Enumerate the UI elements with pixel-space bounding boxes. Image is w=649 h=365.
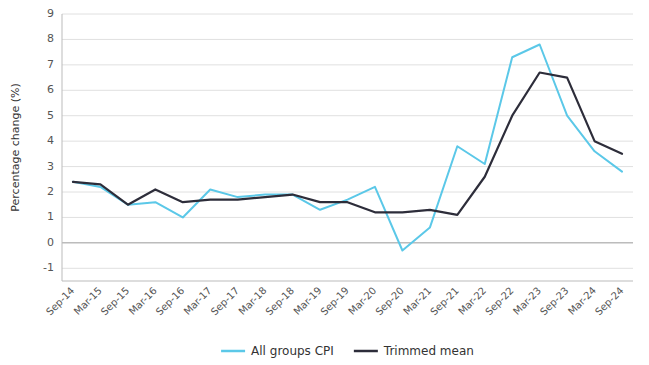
chart-container: -10123456789Sep-14Mar-15Sep-15Mar-16Sep-… [0, 0, 649, 365]
x-tick-label: Sep-16 [154, 285, 187, 318]
y-tick-label: 2 [47, 185, 54, 198]
x-tick-label: Mar-15 [72, 285, 104, 317]
x-tick-label: Sep-21 [428, 285, 461, 318]
y-tick-label: -1 [43, 261, 54, 274]
grid-line [62, 14, 633, 15]
grid-line [62, 268, 633, 269]
legend: All groups CPI Trimmed mean [221, 344, 474, 358]
grid-line [62, 115, 633, 116]
zero-line [62, 242, 633, 243]
plot-area [73, 45, 622, 251]
y-tick-label: 9 [47, 7, 54, 20]
legend-swatch [354, 350, 378, 353]
x-tick-label: Sep-20 [373, 285, 406, 318]
x-tick-label: Mar-17 [182, 285, 214, 317]
x-tick-label: Mar-21 [401, 285, 433, 317]
x-tick-label: Mar-24 [566, 285, 598, 317]
chart: -10123456789Sep-14Mar-15Sep-15Mar-16Sep-… [0, 0, 649, 365]
x-tick-label: Mar-18 [236, 285, 268, 317]
y-axis-label: Percentage change (%) [9, 83, 22, 211]
x-tick-label: Mar-23 [511, 285, 543, 317]
grid [62, 14, 633, 268]
y-tick-label: 4 [47, 134, 54, 147]
x-axis-line [62, 281, 633, 282]
grid-line [62, 39, 633, 40]
x-tick-label: Sep-19 [318, 285, 351, 318]
grid-line [62, 192, 633, 193]
x-tick-label: Sep-14 [44, 285, 77, 318]
x-tick-label: Sep-15 [99, 285, 132, 318]
legend-swatch [221, 350, 245, 353]
x-tick-label: Sep-22 [483, 285, 516, 318]
x-tick-label: Mar-19 [291, 285, 323, 317]
legend-label: All groups CPI [251, 344, 334, 358]
y-tick-label: 3 [47, 160, 54, 173]
y-tick-label: 0 [47, 236, 54, 249]
y-tick-label: 6 [47, 83, 54, 96]
grid-line [62, 217, 633, 218]
y-tick-label: 7 [47, 58, 54, 71]
x-tick-label: Sep-23 [538, 285, 571, 318]
grid-line [62, 166, 633, 167]
x-tick-label: Mar-20 [346, 285, 378, 317]
y-tick-label: 5 [47, 109, 54, 122]
y-axis-line [62, 14, 63, 281]
x-tick-label: Sep-18 [263, 285, 296, 318]
y-tick-label: 1 [47, 210, 54, 223]
x-tick-label: Mar-16 [127, 285, 159, 317]
x-tick-label: Sep-24 [593, 285, 626, 318]
legend-label: Trimmed mean [383, 344, 474, 358]
grid-line [62, 90, 633, 91]
x-tick-label: Mar-22 [456, 285, 488, 317]
grid-line [62, 141, 633, 142]
y-tick-label: 8 [47, 32, 54, 45]
x-tick-label: Sep-17 [209, 285, 242, 318]
series-line [73, 72, 622, 214]
axes: -10123456789Sep-14Mar-15Sep-15Mar-16Sep-… [43, 7, 633, 317]
series-line [73, 45, 622, 251]
